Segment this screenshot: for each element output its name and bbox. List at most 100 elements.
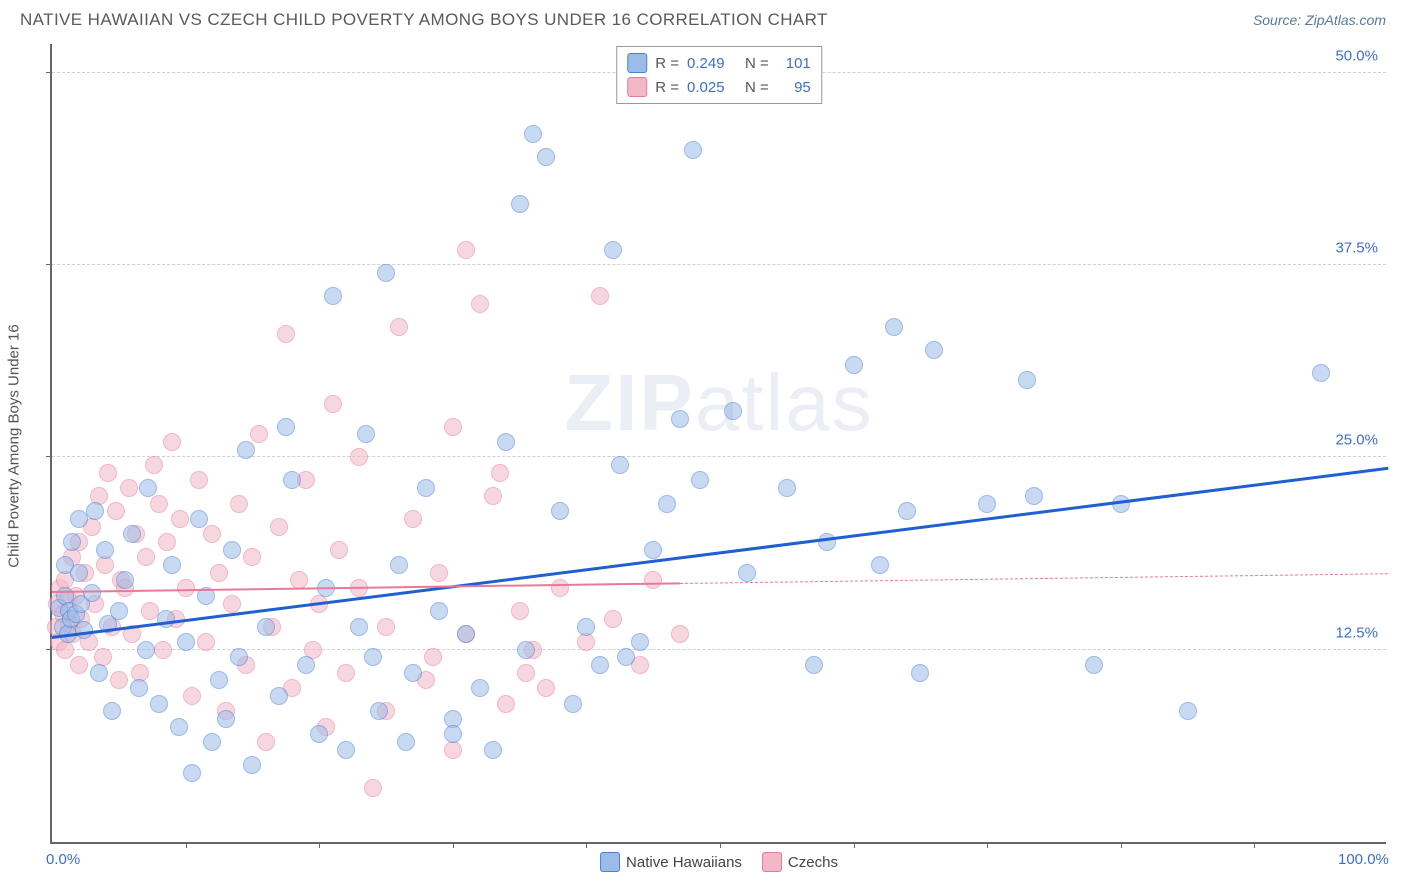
data-point xyxy=(310,725,328,743)
data-point xyxy=(139,479,157,497)
data-point xyxy=(243,756,261,774)
data-point xyxy=(484,741,502,759)
x-tick xyxy=(586,842,587,848)
x-tick xyxy=(987,842,988,848)
data-point xyxy=(63,533,81,551)
data-point xyxy=(424,648,442,666)
data-point xyxy=(203,733,221,751)
watermark-bold: ZIP xyxy=(564,358,694,447)
data-point xyxy=(537,148,555,166)
data-point xyxy=(845,356,863,374)
y-tick xyxy=(46,649,52,650)
data-point xyxy=(297,656,315,674)
data-point xyxy=(357,425,375,443)
data-point xyxy=(210,671,228,689)
data-point xyxy=(337,741,355,759)
data-point xyxy=(190,471,208,489)
data-point xyxy=(430,564,448,582)
chart-plot-area: ZIPatlas R =0.249N =101R =0.025N =95 Nat… xyxy=(50,44,1386,844)
data-point xyxy=(1179,702,1197,720)
data-point xyxy=(724,402,742,420)
data-point xyxy=(243,548,261,566)
data-point xyxy=(1085,656,1103,674)
r-label: R = xyxy=(655,55,679,72)
data-point xyxy=(644,541,662,559)
data-point xyxy=(277,325,295,343)
data-point xyxy=(237,441,255,459)
data-point xyxy=(484,487,502,505)
x-tick xyxy=(854,842,855,848)
data-point xyxy=(150,495,168,513)
data-point xyxy=(925,341,943,359)
data-point xyxy=(230,495,248,513)
legend-item: Native Hawaiians xyxy=(600,852,742,872)
data-point xyxy=(257,618,275,636)
data-point xyxy=(324,395,342,413)
data-point xyxy=(123,525,141,543)
data-point xyxy=(145,456,163,474)
data-point xyxy=(491,464,509,482)
data-point xyxy=(90,664,108,682)
correlation-legend: R =0.249N =101R =0.025N =95 xyxy=(616,46,822,104)
x-tick xyxy=(720,842,721,848)
data-point xyxy=(190,510,208,528)
data-point xyxy=(270,687,288,705)
data-point xyxy=(337,664,355,682)
data-point xyxy=(257,733,275,751)
data-point xyxy=(658,495,676,513)
legend-swatch xyxy=(600,852,620,872)
data-point xyxy=(430,602,448,620)
data-point xyxy=(517,641,535,659)
header: NATIVE HAWAIIAN VS CZECH CHILD POVERTY A… xyxy=(0,0,1406,36)
data-point xyxy=(154,641,172,659)
data-point xyxy=(551,579,569,597)
data-point xyxy=(1025,487,1043,505)
legend-swatch xyxy=(627,53,647,73)
data-point xyxy=(617,648,635,666)
watermark: ZIPatlas xyxy=(564,357,873,449)
data-point xyxy=(644,571,662,589)
data-point xyxy=(217,710,235,728)
data-point xyxy=(1312,364,1330,382)
y-tick-label: 37.5% xyxy=(1335,240,1378,257)
data-point xyxy=(497,695,515,713)
data-point xyxy=(130,679,148,697)
data-point xyxy=(203,525,221,543)
data-point xyxy=(577,618,595,636)
n-label: N = xyxy=(745,79,769,96)
data-point xyxy=(137,641,155,659)
data-point xyxy=(377,264,395,282)
data-point xyxy=(197,633,215,651)
data-point xyxy=(183,764,201,782)
data-point xyxy=(871,556,889,574)
y-tick-label: 12.5% xyxy=(1335,624,1378,641)
data-point xyxy=(898,502,916,520)
data-point xyxy=(397,733,415,751)
legend-row: R =0.249N =101 xyxy=(627,51,811,75)
data-point xyxy=(604,241,622,259)
data-point xyxy=(537,679,555,697)
y-tick-label: 50.0% xyxy=(1335,47,1378,64)
data-point xyxy=(99,464,117,482)
data-point xyxy=(805,656,823,674)
x-tick xyxy=(453,842,454,848)
data-point xyxy=(390,556,408,574)
data-point xyxy=(444,725,462,743)
data-point xyxy=(116,571,134,589)
data-point xyxy=(885,318,903,336)
data-point xyxy=(511,602,529,620)
data-point xyxy=(277,418,295,436)
data-point xyxy=(150,695,168,713)
data-point xyxy=(223,541,241,559)
legend-swatch xyxy=(762,852,782,872)
data-point xyxy=(107,502,125,520)
data-point xyxy=(350,448,368,466)
data-point xyxy=(110,602,128,620)
source-label: Source: xyxy=(1253,12,1301,28)
data-point xyxy=(70,564,88,582)
data-point xyxy=(163,433,181,451)
data-point xyxy=(611,456,629,474)
data-point xyxy=(1018,371,1036,389)
data-point xyxy=(86,502,104,520)
x-tick xyxy=(1121,842,1122,848)
